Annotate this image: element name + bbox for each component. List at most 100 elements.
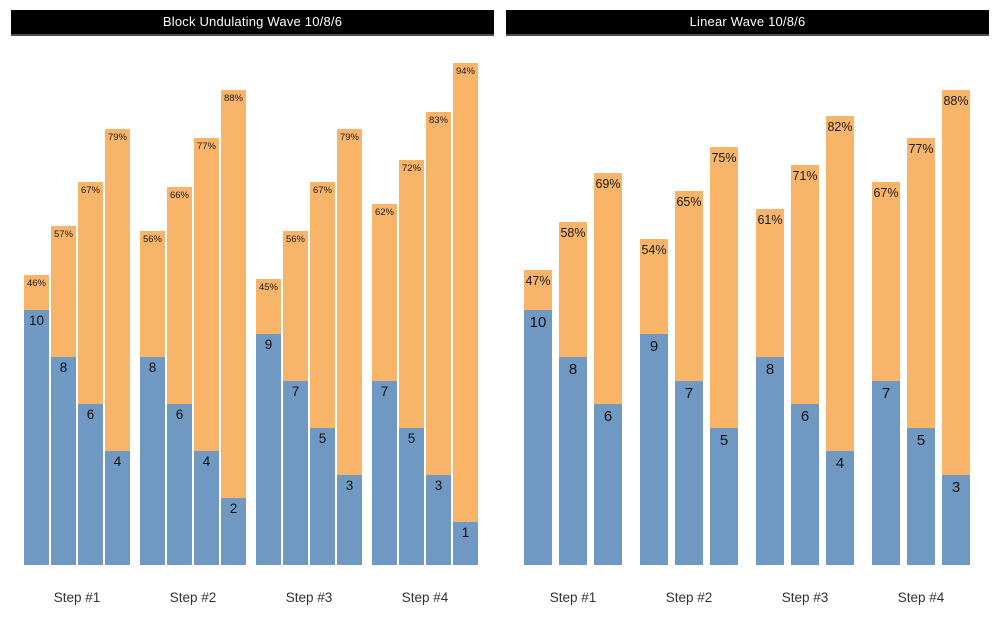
stacked-bar: 79% 3	[337, 129, 362, 565]
reps-count-label: 6	[603, 408, 613, 425]
reps-bar-segment: 4	[194, 451, 219, 565]
intensity-percent-label: 66%	[169, 189, 189, 201]
intensity-percent-label: 79%	[339, 132, 359, 144]
reps-count-label: 9	[264, 336, 273, 352]
reps-count-label: 4	[113, 454, 122, 469]
reps-count-label: 6	[175, 407, 184, 422]
reps-bar-segment: 9	[256, 333, 281, 565]
stacked-bar: 82% 4	[826, 116, 854, 565]
reps-count-label: 5	[318, 430, 327, 446]
reps-bar-segment: 8	[559, 357, 587, 565]
intensity-percent-label: 71%	[792, 168, 818, 183]
stacked-bar: 62% 7	[372, 204, 397, 565]
chart-title: Block Undulating Wave 10/8/6	[162, 14, 343, 29]
stacked-bar: 47% 10	[524, 270, 552, 565]
reps-bar-segment: 6	[791, 404, 819, 565]
reps-count-label: 5	[407, 430, 416, 446]
stacked-bar: 46% 10	[24, 274, 49, 565]
x-axis-label: Step #1	[549, 590, 597, 605]
plot-area: 47% 10 58% 8 69% 6 Step #1 54% 9 65% 7 75% 5 Step #2 6…	[505, 0, 990, 618]
x-axis-label: Step #4	[401, 590, 449, 605]
reps-count-label: 4	[835, 455, 845, 472]
stacked-bar: 88% 3	[942, 89, 970, 565]
reps-bar-segment: 8	[140, 357, 165, 565]
stacked-bar: 58% 8	[559, 221, 587, 565]
reps-bar-segment: 7	[675, 380, 703, 565]
stacked-bar: 66% 6	[167, 186, 192, 565]
stacked-bar: 67% 5	[310, 182, 335, 565]
intensity-percent-label: 46%	[26, 277, 46, 289]
intensity-percent-label: 56%	[142, 233, 162, 245]
intensity-percent-label: 62%	[374, 207, 394, 219]
reps-count-label: 5	[916, 431, 926, 449]
stacked-bar: 77% 4	[194, 138, 219, 565]
reps-bar-segment: 6	[78, 404, 103, 565]
stacked-bar: 71% 6	[791, 164, 819, 565]
stacked-bar: 57% 8	[51, 226, 76, 565]
chart-block-undulating-wave: Block Undulating Wave 10/8/6 46% 10 57% 8 67…	[10, 0, 495, 618]
intensity-percent-label: 77%	[196, 141, 216, 153]
reps-bar-segment: 1	[453, 521, 478, 565]
reps-count-label: 3	[434, 477, 443, 493]
stacked-bar: 75% 5	[710, 147, 738, 565]
reps-count-label: 6	[86, 407, 95, 422]
stacked-bar: 56% 7	[283, 230, 308, 565]
intensity-percent-label: 67%	[873, 186, 899, 201]
stacked-bar: 54% 9	[640, 239, 668, 565]
chart-title-bar: Linear Wave 10/8/6	[506, 10, 989, 36]
reps-bar-segment: 8	[756, 357, 784, 565]
reps-bar-segment: 3	[337, 474, 362, 565]
x-axis-label: Step #4	[897, 590, 945, 605]
reps-count-label: 8	[568, 361, 578, 378]
reps-count-label: 8	[59, 360, 68, 375]
reps-bar-segment: 10	[24, 310, 49, 565]
x-axis-label: Step #2	[169, 590, 217, 605]
chart-title: Linear Wave 10/8/6	[689, 14, 806, 29]
reps-bar-segment: 6	[594, 404, 622, 565]
stacked-bar: 88% 2	[221, 89, 246, 565]
x-axis-label: Step #3	[781, 590, 829, 605]
intensity-percent-label: 57%	[53, 229, 73, 241]
reps-count-label: 7	[684, 384, 694, 402]
intensity-percent-label: 67%	[80, 185, 100, 197]
reps-count-label: 10	[529, 314, 547, 331]
stacked-bar: 67% 7	[872, 182, 900, 565]
intensity-percent-label: 88%	[943, 93, 969, 108]
reps-bar-segment: 6	[167, 404, 192, 565]
stacked-bar: 56% 8	[140, 230, 165, 565]
reps-bar-segment: 7	[872, 380, 900, 565]
intensity-percent-label: 67%	[312, 185, 332, 197]
reps-count-label: 8	[765, 361, 775, 378]
reps-count-label: 7	[380, 383, 389, 399]
reps-bar-segment: 8	[51, 357, 76, 565]
intensity-percent-label: 65%	[676, 195, 702, 209]
chart-linear-wave: Linear Wave 10/8/6 47% 10 58% 8 69% 6 Step #1 5…	[505, 0, 990, 618]
reps-bar-segment: 5	[310, 427, 335, 565]
intensity-percent-label: 61%	[757, 212, 783, 227]
stacked-bar: 61% 8	[756, 208, 784, 565]
x-axis-label: Step #2	[665, 590, 713, 605]
intensity-percent-label: 45%	[258, 282, 278, 293]
reps-count-label: 1	[461, 524, 470, 540]
reps-bar-segment: 3	[942, 474, 970, 565]
reps-bar-segment: 7	[372, 380, 397, 565]
intensity-percent-label: 94%	[455, 66, 475, 78]
intensity-percent-label: 56%	[285, 233, 305, 245]
reps-count-label: 3	[345, 477, 354, 493]
reps-bar-segment: 4	[105, 451, 130, 565]
intensity-percent-label: 69%	[595, 177, 621, 192]
reps-bar-segment: 4	[826, 451, 854, 565]
reps-bar-segment: 3	[426, 474, 451, 565]
stacked-bar: 69% 6	[594, 173, 622, 565]
intensity-percent-label: 72%	[401, 163, 421, 175]
intensity-percent-label: 83%	[428, 114, 448, 126]
intensity-percent-label: 88%	[223, 92, 243, 104]
reps-count-label: 4	[202, 454, 211, 469]
reps-bar-segment: 5	[907, 427, 935, 565]
stacked-bar: 67% 6	[78, 182, 103, 565]
intensity-percent-label: 75%	[711, 151, 737, 165]
chart-title-bar: Block Undulating Wave 10/8/6	[11, 10, 494, 36]
intensity-percent-label: 47%	[525, 274, 551, 289]
reps-count-label: 5	[719, 431, 729, 449]
